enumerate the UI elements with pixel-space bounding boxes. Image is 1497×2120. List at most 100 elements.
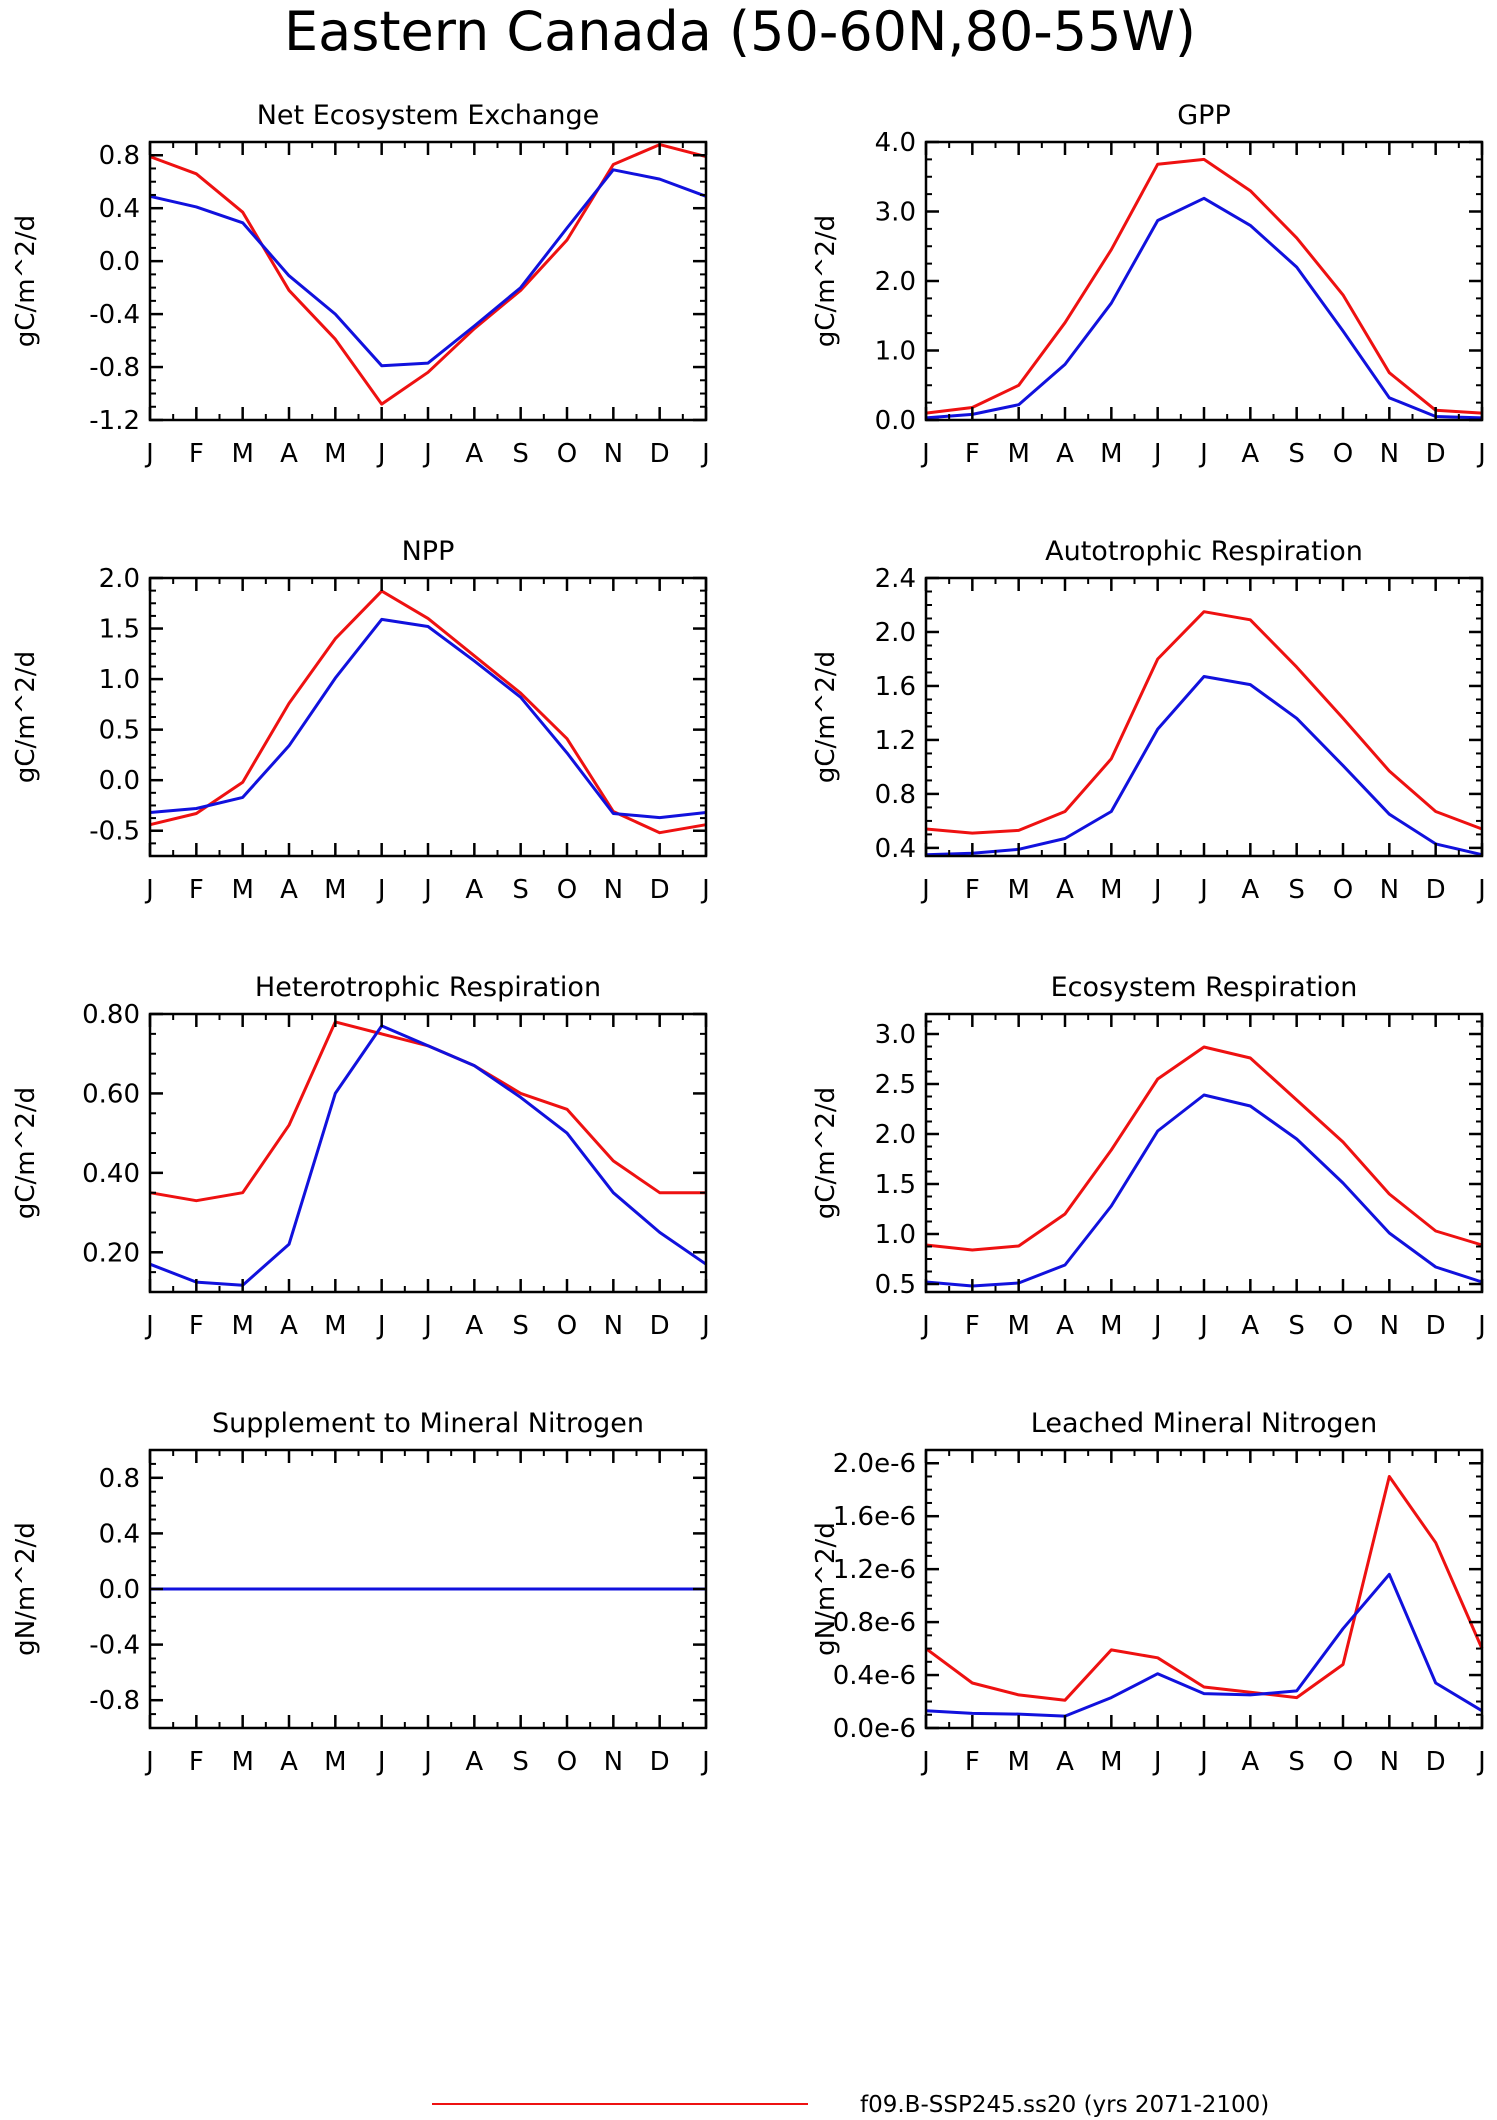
x-tick-label: M bbox=[324, 439, 346, 469]
figure-title: Eastern Canada (50-60N,80-55W) bbox=[284, 0, 1196, 63]
x-tick-label: F bbox=[965, 439, 980, 469]
x-tick-label: S bbox=[512, 875, 529, 905]
panel-title: Net Ecosystem Exchange bbox=[257, 100, 600, 131]
x-tick-label: O bbox=[1333, 1311, 1353, 1341]
x-tick-label: J bbox=[144, 875, 154, 905]
y-tick-label: 0.4 bbox=[99, 194, 140, 224]
x-tick-label: A bbox=[465, 875, 483, 905]
y-axis-label: gC/m^2/d bbox=[11, 651, 41, 783]
x-tick-label: D bbox=[1426, 1747, 1446, 1777]
x-tick-label: M bbox=[1100, 875, 1122, 905]
y-tick-label: -0.5 bbox=[89, 817, 140, 847]
x-tick-label: D bbox=[650, 875, 670, 905]
x-tick-label: J bbox=[376, 1747, 386, 1777]
x-tick-label: M bbox=[324, 875, 346, 905]
x-tick-label: S bbox=[1288, 439, 1305, 469]
panel-title: NPP bbox=[402, 536, 455, 567]
y-tick-label: 0.0e-6 bbox=[833, 1714, 916, 1744]
series-line-2 bbox=[925, 675, 1483, 857]
y-tick-label: 1.6e-6 bbox=[833, 1502, 916, 1532]
x-tick-label: J bbox=[376, 875, 386, 905]
x-tick-label: F bbox=[189, 1311, 204, 1341]
x-tick-label: M bbox=[231, 875, 253, 905]
y-tick-label: 2.0e-6 bbox=[833, 1449, 916, 1479]
y-tick-label: -0.4 bbox=[89, 1631, 140, 1661]
x-tick-label: J bbox=[1476, 439, 1486, 469]
x-tick-label: J bbox=[700, 1747, 710, 1777]
x-tick-label: A bbox=[465, 439, 483, 469]
y-tick-label: 1.2 bbox=[875, 726, 916, 756]
x-tick-label: J bbox=[1152, 875, 1162, 905]
y-tick-label: 0.4e-6 bbox=[833, 1661, 916, 1691]
panel-title: Supplement to Mineral Nitrogen bbox=[212, 1408, 644, 1439]
x-tick-label: N bbox=[604, 1747, 623, 1777]
x-tick-label: M bbox=[1100, 1747, 1122, 1777]
x-tick-label: J bbox=[376, 439, 386, 469]
plot-frame bbox=[924, 1012, 1484, 1294]
y-tick-label: 2.5 bbox=[875, 1070, 916, 1100]
x-tick-label: M bbox=[231, 1311, 253, 1341]
y-tick-label: 1.5 bbox=[875, 1170, 916, 1200]
x-tick-label: D bbox=[650, 439, 670, 469]
x-tick-label: O bbox=[1333, 875, 1353, 905]
y-tick-label: 3.0 bbox=[875, 198, 916, 228]
y-tick-label: 0.4 bbox=[875, 834, 916, 864]
y-tick-label: 0.4 bbox=[99, 1519, 140, 1549]
x-tick-label: J bbox=[422, 1311, 432, 1341]
x-tick-label: M bbox=[1100, 1311, 1122, 1341]
x-tick-label: M bbox=[1100, 439, 1122, 469]
x-tick-label: D bbox=[650, 1747, 670, 1777]
y-axis-label: gN/m^2/d bbox=[11, 1522, 41, 1656]
y-tick-label: 0.8 bbox=[99, 1464, 140, 1494]
x-tick-label: N bbox=[604, 1311, 623, 1341]
y-axis-label: gN/m^2/d bbox=[811, 1522, 841, 1656]
x-tick-label: S bbox=[1288, 1311, 1305, 1341]
x-tick-label: J bbox=[1198, 439, 1208, 469]
x-tick-label: N bbox=[1380, 1747, 1399, 1777]
x-tick-label: J bbox=[1152, 439, 1162, 469]
x-tick-label: A bbox=[1241, 875, 1259, 905]
x-tick-label: J bbox=[1152, 1747, 1162, 1777]
series-line-1 bbox=[925, 610, 1483, 835]
y-axis-label: gC/m^2/d bbox=[811, 215, 841, 347]
panel-title: Leached Mineral Nitrogen bbox=[1031, 1408, 1377, 1439]
x-tick-label: O bbox=[1333, 439, 1353, 469]
x-tick-label: J bbox=[700, 439, 710, 469]
x-tick-label: O bbox=[557, 875, 577, 905]
series-line-1 bbox=[149, 1020, 706, 1203]
y-tick-label: 0.0 bbox=[99, 247, 140, 277]
x-tick-label: D bbox=[1426, 875, 1446, 905]
x-tick-label: A bbox=[1241, 439, 1259, 469]
x-tick-label: A bbox=[280, 1747, 298, 1777]
x-tick-label: N bbox=[1380, 1311, 1399, 1341]
x-tick-label: A bbox=[465, 1747, 483, 1777]
y-tick-label: 1.0 bbox=[99, 665, 140, 695]
x-tick-label: S bbox=[1288, 1747, 1305, 1777]
x-tick-label: S bbox=[512, 439, 529, 469]
x-tick-label: F bbox=[189, 875, 204, 905]
y-tick-label: 0.0 bbox=[99, 766, 140, 796]
x-tick-label: A bbox=[1056, 1311, 1074, 1341]
series-line-2 bbox=[149, 1024, 707, 1287]
y-tick-label: 4.0 bbox=[875, 128, 916, 158]
x-tick-label: J bbox=[144, 1311, 154, 1341]
y-tick-label: 0.0 bbox=[875, 406, 916, 436]
x-tick-label: J bbox=[920, 1747, 930, 1777]
y-tick-label: 0.40 bbox=[82, 1159, 140, 1189]
x-tick-label: J bbox=[422, 875, 432, 905]
y-tick-label: -0.4 bbox=[89, 300, 140, 330]
y-tick-label: 0.80 bbox=[82, 1000, 140, 1030]
x-tick-label: S bbox=[512, 1747, 529, 1777]
y-tick-label: 1.5 bbox=[99, 615, 140, 645]
series-line-1 bbox=[925, 157, 1483, 415]
y-tick-label: 0.5 bbox=[99, 716, 140, 746]
x-tick-label: M bbox=[324, 1747, 346, 1777]
y-tick-label: 0.60 bbox=[82, 1079, 140, 1109]
y-tick-label: -1.2 bbox=[89, 406, 140, 436]
x-tick-label: J bbox=[144, 1747, 154, 1777]
y-tick-label: -0.8 bbox=[89, 353, 140, 383]
